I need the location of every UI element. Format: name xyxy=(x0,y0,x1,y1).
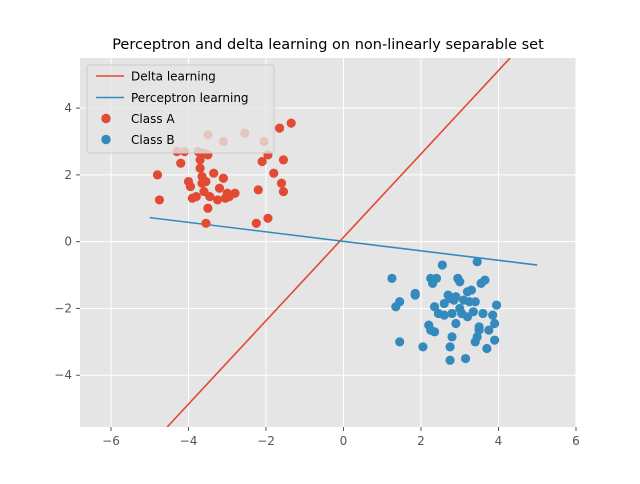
line-delta-learning xyxy=(166,58,511,427)
point-class-a xyxy=(276,178,287,188)
point-class-a xyxy=(203,203,213,213)
point-class-a xyxy=(176,158,186,168)
tick-labels: −6 −4 −2 0 2 4 6 −4 −2 0 2 4 xyxy=(54,101,580,448)
point-class-b xyxy=(445,342,455,352)
legend-box xyxy=(86,64,275,154)
point-class-a xyxy=(253,185,263,195)
legend-swatch-class-b xyxy=(101,134,111,145)
chart-title: Perceptron and delta learning on non-lin… xyxy=(112,37,544,53)
point-class-a xyxy=(230,188,240,198)
point-class-b xyxy=(478,308,488,319)
point-class-b xyxy=(468,307,478,317)
point-class-a xyxy=(257,156,267,167)
point-class-b xyxy=(484,325,494,335)
point-class-b xyxy=(395,337,405,347)
x-tick-label: −6 xyxy=(102,434,120,448)
x-tick-label: −4 xyxy=(180,434,198,448)
point-class-b xyxy=(447,308,457,319)
y-tick-label: −4 xyxy=(54,368,72,382)
point-class-a xyxy=(263,213,273,223)
legend: Delta learning Perceptron learning Class… xyxy=(86,64,275,154)
y-tick-label: −2 xyxy=(54,301,72,315)
point-class-a xyxy=(191,191,201,202)
point-class-a xyxy=(278,186,289,197)
point-class-b xyxy=(429,302,440,312)
point-class-a xyxy=(152,170,163,180)
point-class-a xyxy=(269,168,279,178)
point-class-b xyxy=(470,297,480,307)
legend-label-delta-learning: Delta learning xyxy=(131,70,216,84)
point-class-b xyxy=(451,318,461,329)
x-tick-label: 6 xyxy=(572,434,580,448)
point-class-a xyxy=(201,218,211,228)
point-class-b xyxy=(429,327,440,337)
point-class-b xyxy=(488,310,498,320)
point-class-b xyxy=(455,277,465,287)
point-class-a xyxy=(214,183,225,193)
y-tick-label: 4 xyxy=(64,101,72,115)
point-class-b xyxy=(445,355,455,365)
point-class-b xyxy=(439,310,449,320)
point-class-b xyxy=(418,342,428,352)
x-tick-label: 4 xyxy=(495,434,503,448)
point-class-b xyxy=(490,318,500,329)
point-class-a xyxy=(251,218,261,228)
point-class-b xyxy=(431,273,442,283)
data-points xyxy=(152,118,502,365)
x-tick-label: 2 xyxy=(417,434,425,448)
plot-lines xyxy=(149,58,538,427)
grid xyxy=(80,58,577,427)
point-class-b xyxy=(410,288,420,299)
point-class-b xyxy=(482,343,492,354)
point-class-a xyxy=(286,118,296,128)
point-class-a xyxy=(205,191,215,202)
point-class-a xyxy=(154,195,165,205)
y-tick-label: 0 xyxy=(64,235,72,249)
y-tick-label: 2 xyxy=(64,168,72,182)
point-class-b xyxy=(480,275,490,285)
point-class-b xyxy=(437,260,447,270)
legend-label-perceptron-learning: Perceptron learning xyxy=(131,91,249,105)
point-class-a xyxy=(195,163,205,173)
point-class-b xyxy=(447,332,457,342)
point-class-b xyxy=(474,325,484,335)
point-class-a xyxy=(185,181,196,192)
legend-label-class-a: Class A xyxy=(131,112,175,126)
x-tick-label: 0 xyxy=(340,434,348,448)
point-class-a xyxy=(218,173,228,183)
point-class-b xyxy=(490,335,500,345)
x-tick-label: −2 xyxy=(257,434,275,448)
point-class-a xyxy=(274,123,285,133)
point-class-b xyxy=(491,300,502,310)
point-class-b xyxy=(466,285,476,295)
point-class-a xyxy=(212,195,223,205)
point-class-b xyxy=(451,292,461,302)
point-class-b xyxy=(395,297,405,307)
point-class-b xyxy=(460,353,471,364)
legend-swatch-class-a xyxy=(101,113,111,124)
point-class-b xyxy=(472,257,482,267)
point-class-a xyxy=(201,176,211,187)
point-class-b xyxy=(387,273,397,283)
line-perceptron-learning xyxy=(149,216,538,266)
legend-label-class-b: Class B xyxy=(131,133,175,147)
point-class-a xyxy=(278,155,289,165)
point-class-a xyxy=(209,168,219,178)
point-class-a xyxy=(195,155,205,165)
